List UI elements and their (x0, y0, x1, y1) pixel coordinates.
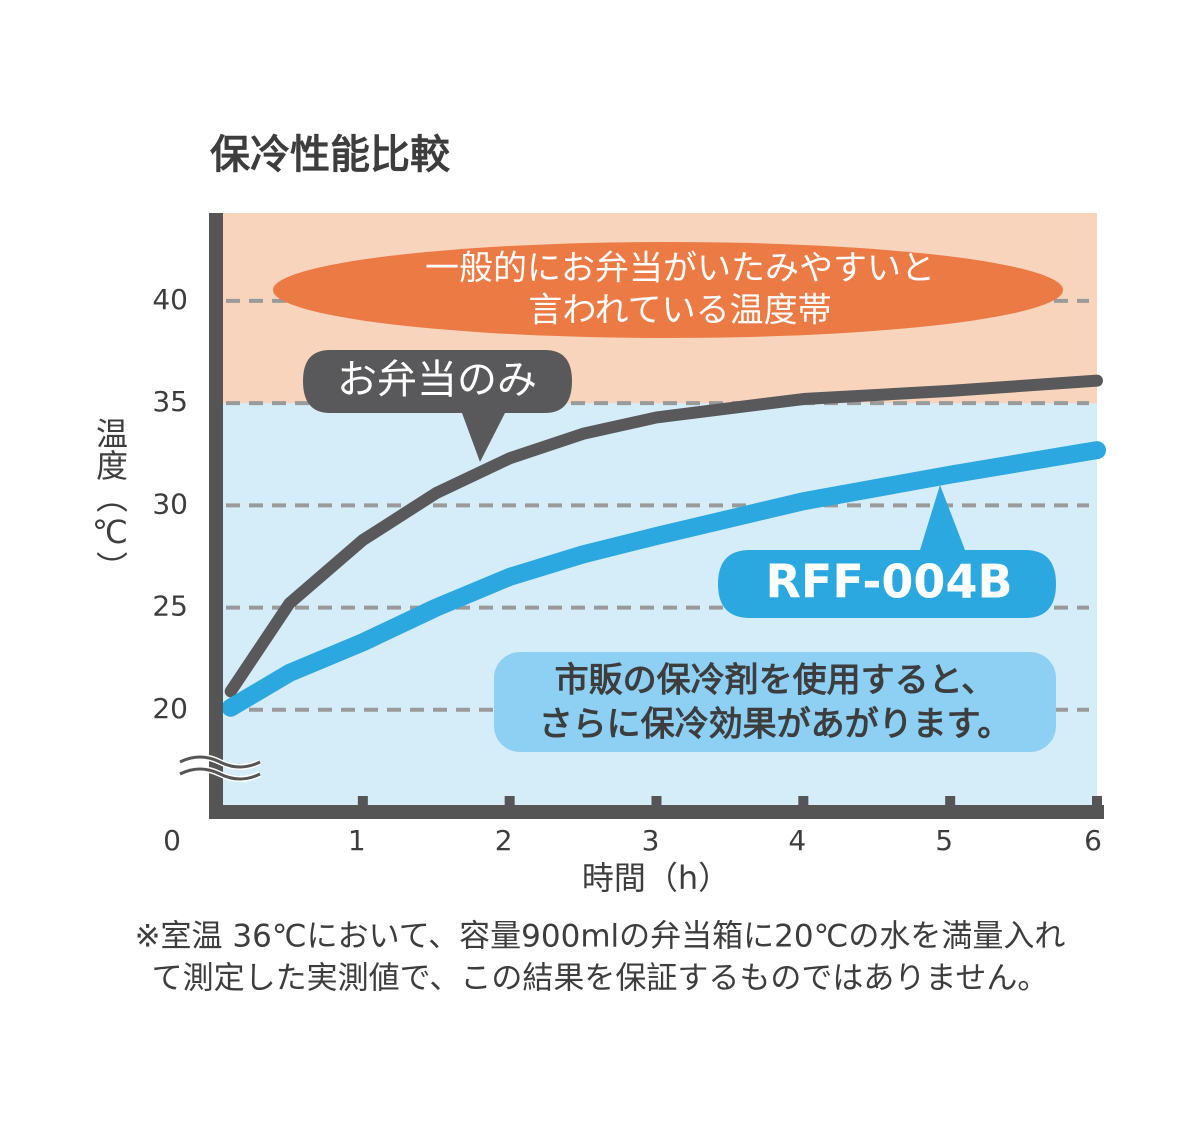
x-tick-label: 2 (495, 824, 513, 857)
y-tick-label: 40 (152, 283, 188, 316)
data-line (221, 441, 1106, 717)
x-axis-title: 時間（h） (582, 859, 730, 897)
y-axis-title: 温度（℃） (91, 417, 129, 583)
callout (303, 350, 572, 462)
zone-label-bg (273, 242, 1063, 338)
x-tick-label: 4 (788, 824, 806, 857)
footnote: ※室温 36℃において、容量900mlの弁当箱に20℃の水を満量入れ (135, 919, 1066, 955)
note-text: 市販の保冷剤を使用すると、 (555, 661, 996, 701)
note-bg (494, 652, 1056, 752)
y-tick-label: 25 (152, 590, 188, 623)
note-text: さらに保冷効果があがります。 (539, 705, 1012, 745)
legend-label: RFF-004B (765, 555, 1012, 609)
data-line (224, 374, 1103, 698)
x-tick-label: 0 (163, 824, 181, 857)
footnote: て測定した実測値で、この結果を保証するものではありません。 (152, 961, 1049, 997)
callout (718, 485, 1056, 618)
y-tick-label: 35 (152, 385, 188, 418)
chart-title: 保冷性能比較 (210, 132, 451, 178)
x-tick-label: 6 (1084, 824, 1102, 857)
zone-label: 言われている温度帯 (528, 291, 831, 331)
y-tick-label: 30 (152, 487, 188, 520)
y-tick-label: 20 (152, 692, 188, 725)
zone-label: 一般的にお弁当がいたみやすいと (425, 249, 935, 289)
x-tick-label: 3 (642, 824, 660, 857)
axis-break-line (179, 755, 261, 781)
x-tick-label: 5 (935, 824, 953, 857)
x-tick-label: 1 (348, 824, 366, 857)
legend-label: お弁当のみ (337, 357, 537, 403)
